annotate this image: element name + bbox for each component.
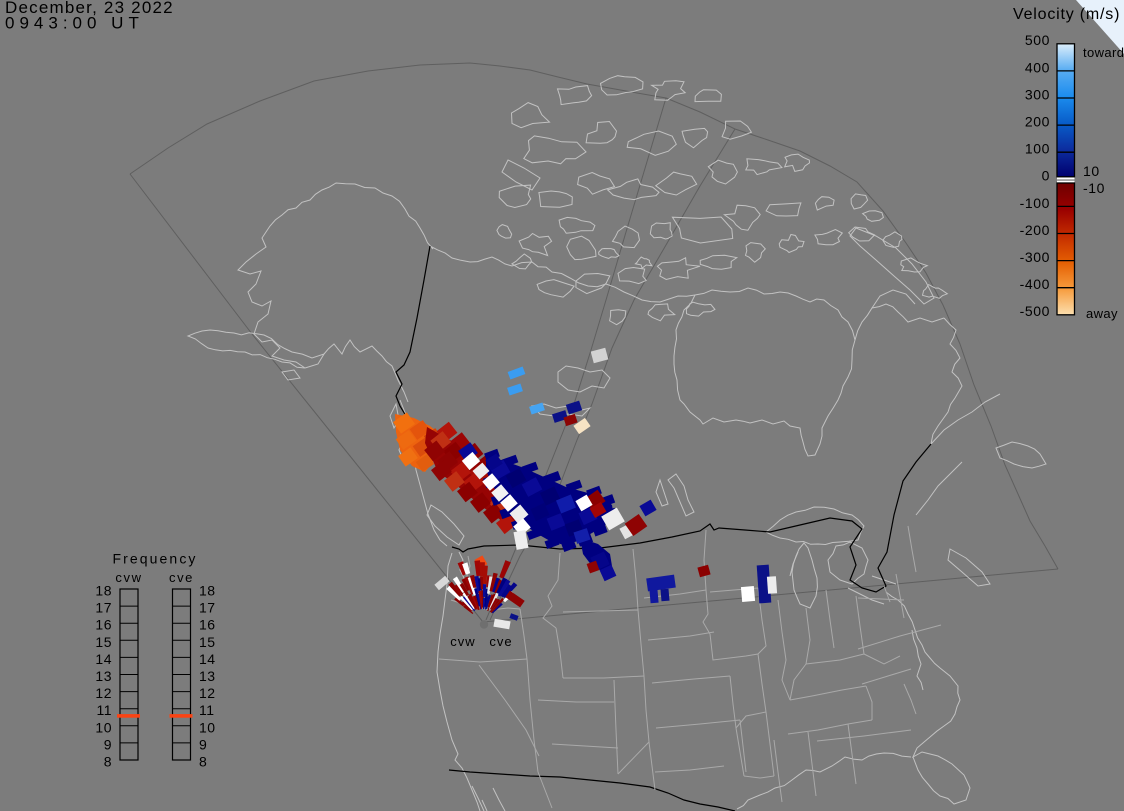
svg-text:13: 13	[95, 668, 112, 684]
svg-text:-400: -400	[1020, 276, 1050, 292]
svg-text:10: 10	[199, 719, 216, 735]
svg-text:14: 14	[199, 651, 216, 667]
svg-text:9: 9	[104, 736, 112, 752]
svg-text:-500: -500	[1020, 303, 1050, 319]
svg-text:cve: cve	[169, 570, 194, 585]
svg-text:16: 16	[199, 617, 216, 633]
svg-text:Velocity (m/s): Velocity (m/s)	[1013, 6, 1120, 23]
svg-text:cve: cve	[489, 634, 512, 649]
svg-text:-200: -200	[1020, 222, 1050, 238]
svg-text:200: 200	[1025, 114, 1050, 130]
svg-text:10: 10	[95, 719, 112, 735]
svg-text:8: 8	[104, 754, 112, 770]
svg-text:toward: toward	[1083, 45, 1124, 60]
svg-text:8: 8	[199, 754, 207, 770]
svg-text:14: 14	[95, 651, 112, 667]
svg-text:December, 23 2022: December, 23 2022	[5, 0, 174, 17]
svg-text:cvw: cvw	[115, 570, 142, 585]
svg-text:cvw: cvw	[450, 634, 475, 649]
svg-text:-300: -300	[1020, 249, 1050, 265]
svg-text:11: 11	[199, 702, 215, 718]
svg-text:15: 15	[95, 634, 112, 650]
svg-text:500: 500	[1025, 32, 1050, 48]
svg-text:17: 17	[95, 600, 112, 616]
svg-text:300: 300	[1025, 86, 1050, 102]
svg-text:16: 16	[95, 617, 112, 633]
svg-text:10: 10	[1083, 163, 1100, 179]
svg-text:12: 12	[95, 685, 112, 701]
svg-text:15: 15	[199, 634, 216, 650]
svg-text:Frequency: Frequency	[112, 551, 197, 567]
svg-text:0: 0	[1042, 168, 1050, 184]
svg-text:9: 9	[199, 736, 207, 752]
svg-text:13: 13	[199, 668, 216, 684]
svg-text:18: 18	[199, 583, 216, 599]
svg-text:11: 11	[96, 702, 112, 718]
svg-text:-100: -100	[1020, 195, 1050, 211]
svg-text:17: 17	[199, 600, 216, 616]
svg-text:18: 18	[95, 583, 112, 599]
svg-text:-10: -10	[1083, 180, 1105, 196]
svg-text:away: away	[1086, 306, 1118, 321]
svg-text:12: 12	[199, 685, 216, 701]
svg-text:100: 100	[1025, 141, 1050, 157]
svg-text:0943:00 UT: 0943:00 UT	[5, 14, 144, 33]
svg-text:400: 400	[1025, 59, 1050, 75]
